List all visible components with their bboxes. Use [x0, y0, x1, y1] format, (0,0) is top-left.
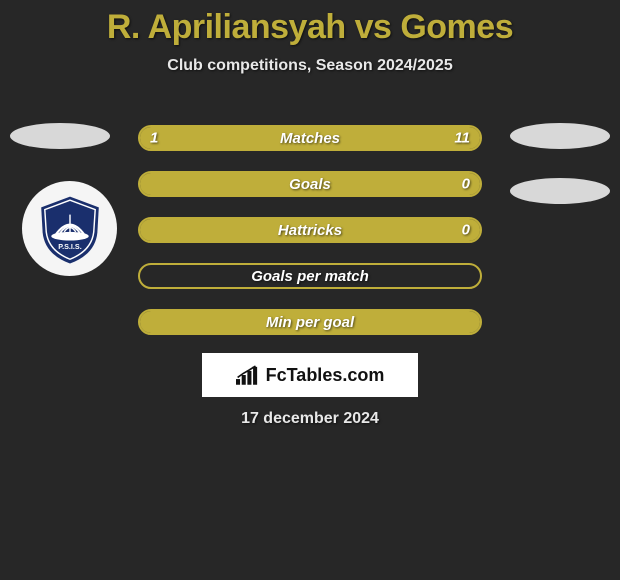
- subtitle: Club competitions, Season 2024/2025: [0, 57, 620, 75]
- player2-club-avatar: [510, 178, 610, 204]
- date-text: 17 december 2024: [0, 410, 620, 428]
- stat-bar: 1 Matches 11: [138, 125, 482, 151]
- stat-bar: Min per goal: [138, 309, 482, 335]
- stat-label: Goals: [289, 176, 331, 193]
- stat-value-right: 11: [454, 130, 470, 147]
- stat-value-left: 1: [150, 130, 158, 147]
- stat-label: Matches: [280, 130, 340, 147]
- player1-club-badge: P.S.I.S.: [22, 181, 117, 276]
- brand-box: FcTables.com: [202, 353, 418, 397]
- fctables-logo-icon: [236, 365, 262, 385]
- stat-label: Min per goal: [266, 314, 354, 331]
- player2-avatar: [510, 123, 610, 149]
- svg-text:P.S.I.S.: P.S.I.S.: [58, 242, 81, 251]
- stat-bar: Hattricks 0: [138, 217, 482, 243]
- stat-bar: Goals per match: [138, 263, 482, 289]
- player1-avatar: [10, 123, 110, 149]
- stats-container: 1 Matches 11 Goals 0 Hattricks 0 Goals per matc…: [138, 125, 482, 355]
- stat-label: Goals per match: [251, 268, 369, 285]
- page-title: R. Apriliansyah vs Gomes: [0, 0, 620, 47]
- psis-badge-icon: P.S.I.S.: [34, 193, 106, 265]
- stat-value-right: 0: [462, 176, 470, 193]
- stat-fill-right: [201, 127, 480, 149]
- stat-label: Hattricks: [278, 222, 342, 239]
- brand-text: FcTables.com: [266, 365, 385, 386]
- stat-bar: Goals 0: [138, 171, 482, 197]
- stat-value-right: 0: [462, 222, 470, 239]
